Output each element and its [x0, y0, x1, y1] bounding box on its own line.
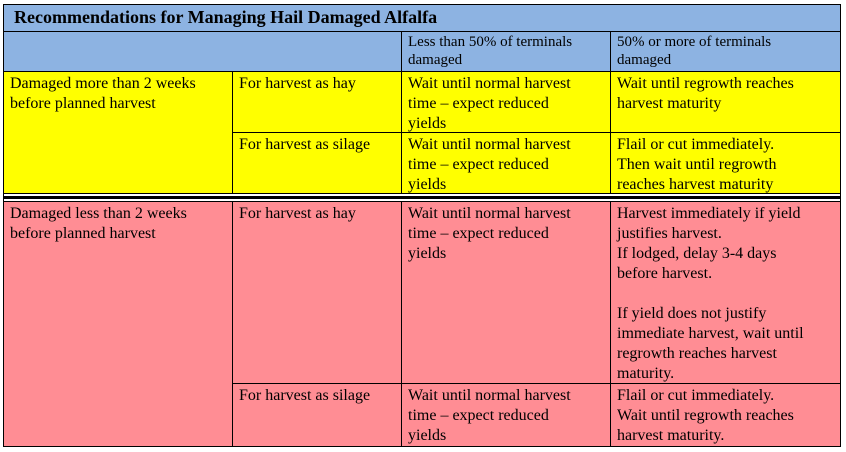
- rule-group-separator: [3, 196, 841, 199]
- col-rule-3: [610, 31, 611, 193]
- rule-group2-mid: [232, 383, 841, 384]
- use-hay: For harvest as hay: [232, 201, 401, 383]
- hay-lt50-recommendation: Wait until normal harvest time – expect …: [401, 71, 610, 132]
- rule-header: [3, 71, 841, 72]
- silage-lt50-recommendation: Wait until normal harvest time – expect …: [401, 383, 610, 447]
- border-right: [840, 4, 841, 447]
- border-top: [3, 4, 841, 5]
- header-50-or-more: 50% or more of terminals damaged: [610, 31, 841, 71]
- silage-ge50-recommendation: Flail or cut immediately. Wait until reg…: [610, 383, 841, 447]
- use-hay: For harvest as hay: [232, 71, 401, 132]
- group-label-less-than-2-weeks: Damaged less than 2 weeks before planned…: [3, 201, 232, 447]
- rule-group1-bottom: [3, 193, 841, 194]
- col-rule-1: [232, 71, 233, 193]
- col-rule-2b: [401, 201, 402, 447]
- silage-ge50-recommendation: Flail or cut immediately. Then wait unti…: [610, 132, 841, 193]
- hay-lt50-recommendation: Wait until normal harvest time – expect …: [401, 201, 610, 383]
- border-bottom: [3, 446, 841, 447]
- col-rule-1b: [232, 201, 233, 447]
- silage-lt50-recommendation: Wait until normal harvest time – expect …: [401, 132, 610, 193]
- use-silage: For harvest as silage: [232, 132, 401, 193]
- recommendations-table: Recommendations for Managing Hail Damage…: [3, 4, 841, 447]
- use-silage: For harvest as silage: [232, 383, 401, 447]
- header-less-than-50: Less than 50% of terminals damaged: [401, 31, 610, 71]
- hay-ge50-recommendation: Harvest immediately if yield justifies h…: [610, 201, 841, 383]
- group-label-more-than-2-weeks: Damaged more than 2 weeks before planned…: [3, 71, 232, 193]
- col-rule-3b: [610, 201, 611, 447]
- rule-title: [3, 31, 841, 32]
- table-title: Recommendations for Managing Hail Damage…: [3, 4, 841, 31]
- border-left: [3, 4, 4, 447]
- hay-ge50-recommendation: Wait until regrowth reaches harvest matu…: [610, 71, 841, 132]
- rule-group1-mid: [232, 132, 841, 133]
- header-blank: [3, 31, 401, 71]
- rule-group2-top: [3, 201, 841, 202]
- col-rule-2: [401, 31, 402, 193]
